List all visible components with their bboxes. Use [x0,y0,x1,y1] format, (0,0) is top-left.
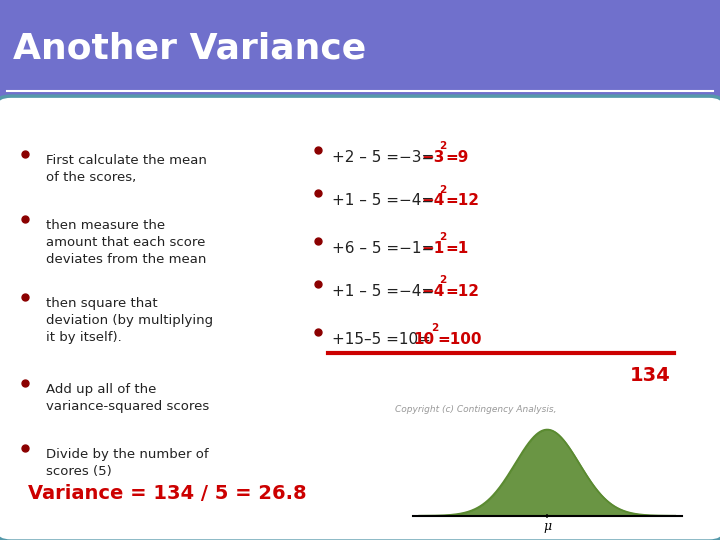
Text: 2: 2 [431,323,438,333]
Text: =12: =12 [445,284,479,299]
Text: Copyright (c) Contingency Analysis,: Copyright (c) Contingency Analysis, [395,405,557,414]
Text: 2: 2 [439,141,446,152]
Text: 10: 10 [413,332,434,347]
Text: −4: −4 [421,193,444,208]
Text: 134: 134 [630,366,670,385]
Text: +1 – 5 =−4=: +1 – 5 =−4= [332,284,434,299]
Text: +2 – 5 =−3=: +2 – 5 =−3= [332,150,434,165]
Text: 2: 2 [439,185,446,195]
Text: First calculate the mean
of the scores,: First calculate the mean of the scores, [46,154,207,185]
Text: =12: =12 [445,193,479,208]
FancyBboxPatch shape [0,96,720,540]
Text: Variance = 134 / 5 = 26.8: Variance = 134 / 5 = 26.8 [28,484,307,503]
Text: −1: −1 [421,241,444,256]
Text: 2: 2 [439,275,446,286]
Text: =100: =100 [437,332,482,347]
Text: =1: =1 [445,241,468,256]
Text: +6 – 5 =−1=: +6 – 5 =−1= [332,241,434,256]
Text: Divide by the number of
scores (5): Divide by the number of scores (5) [46,448,209,478]
Text: =9: =9 [445,150,469,165]
Text: +1 – 5 =−4=: +1 – 5 =−4= [332,193,434,208]
Text: then square that
deviation (by multiplying
it by itself).: then square that deviation (by multiplyi… [46,297,213,344]
Text: Add up all of the
variance-squared scores: Add up all of the variance-squared score… [46,383,210,414]
Text: then measure the
amount that each score
deviates from the mean: then measure the amount that each score … [46,219,207,266]
Text: +15–5 =10=: +15–5 =10= [332,332,431,347]
Text: −3: −3 [421,150,444,165]
Text: 2: 2 [439,232,446,242]
Text: −4: −4 [421,284,444,299]
Text: Another Variance: Another Variance [13,32,366,65]
Text: μ: μ [543,519,552,532]
